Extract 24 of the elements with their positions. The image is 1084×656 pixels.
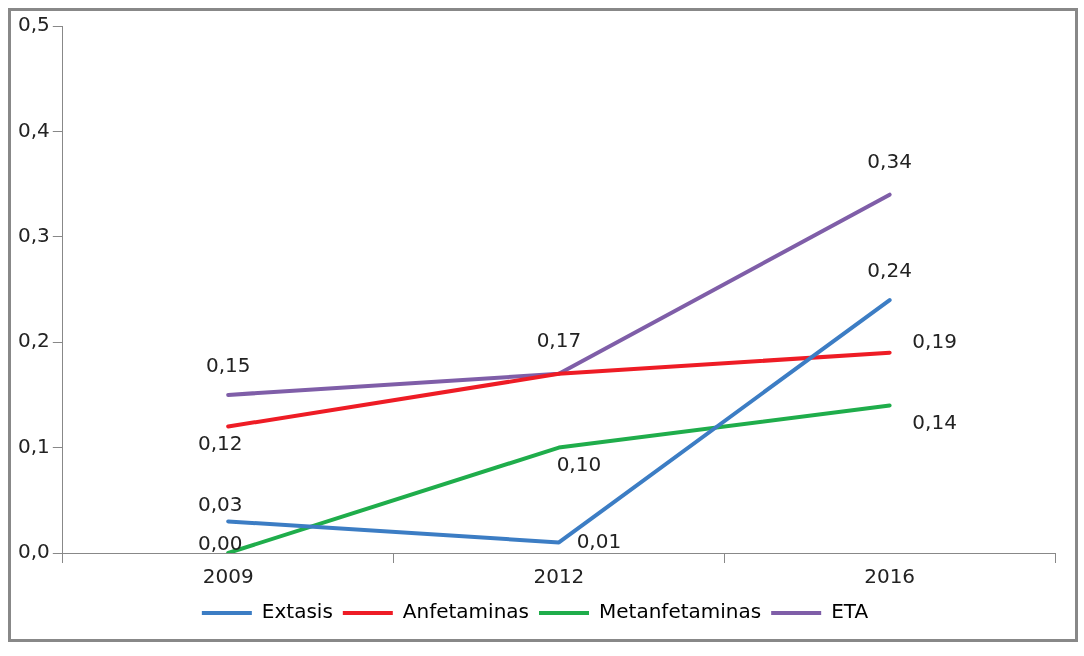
y-tick-label: 0,5: [17, 12, 50, 37]
legend-label: Metanfetaminas: [599, 599, 762, 624]
y-tick-label: 0,2: [17, 328, 50, 353]
y-tick-label: 0,0: [17, 539, 50, 564]
legend-label: ETA: [831, 599, 869, 624]
y-tick-label: 0,4: [17, 117, 50, 142]
y-tick-label: 0,3: [17, 223, 50, 247]
legend-label: Extasis: [261, 599, 333, 624]
data-label: 0,03: [197, 491, 243, 516]
legend-label: Anfetaminas: [402, 599, 530, 624]
y-tick-label: 0,1: [17, 433, 50, 458]
data-label: 0,01: [576, 528, 622, 553]
data-label: 0,12: [197, 430, 243, 455]
data-label: 0,00: [197, 531, 243, 556]
data-label: 0,15: [205, 353, 251, 378]
data-label: 0,10: [556, 451, 602, 476]
data-label: 0,14: [912, 409, 957, 434]
x-tick-label: 2009: [202, 564, 254, 589]
data-label: 0,34: [867, 148, 912, 173]
x-tick-label: 2012: [533, 564, 585, 589]
x-tick-label: 2016: [864, 564, 916, 589]
data-label: 0,17: [536, 328, 582, 353]
data-label: 0,24: [867, 258, 912, 283]
data-label: 0,19: [912, 328, 957, 353]
